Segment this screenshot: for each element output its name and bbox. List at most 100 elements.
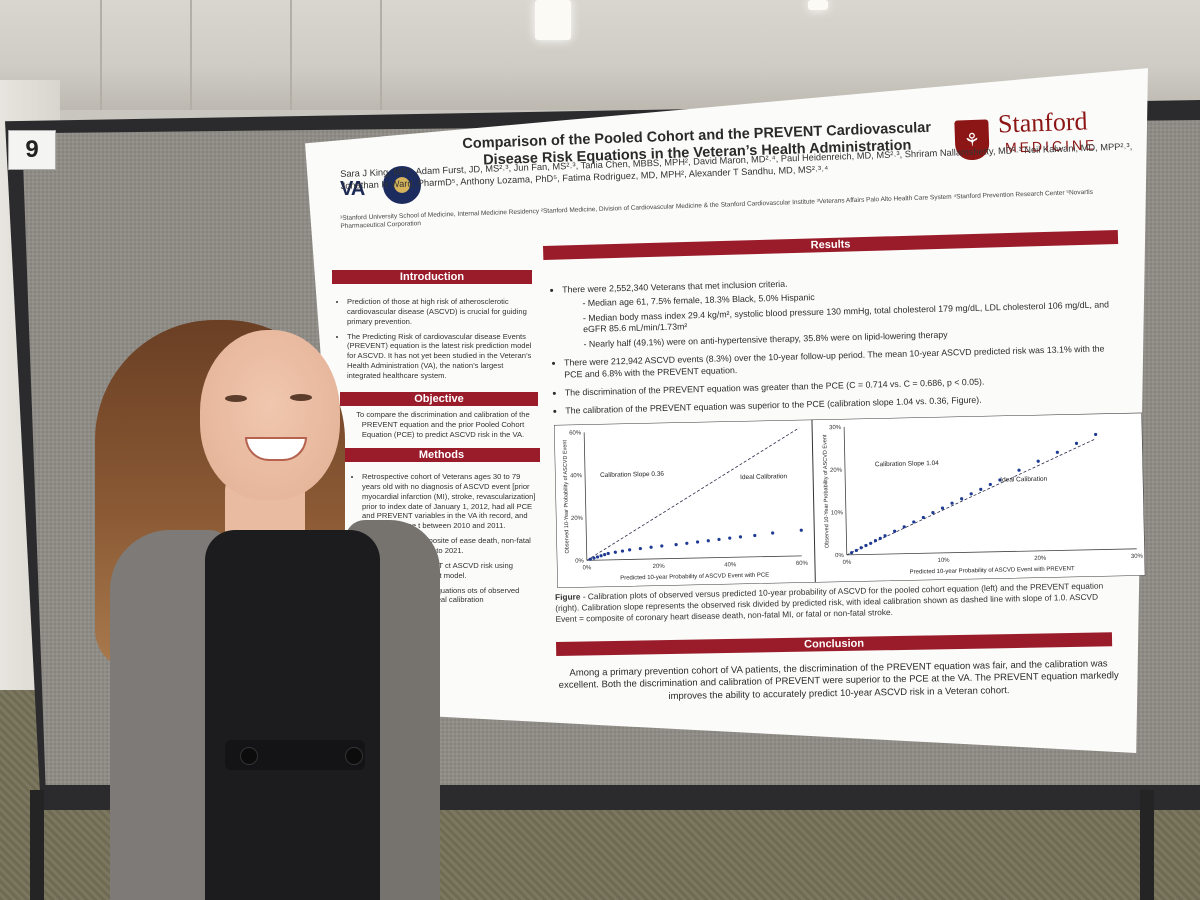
- presenter-eye: [290, 394, 312, 401]
- ceiling-slat: [190, 0, 192, 110]
- chart-annotation: Ideal Calibration: [740, 473, 787, 481]
- calibration-point: [950, 501, 954, 505]
- y-tick-label: 0%: [575, 558, 584, 564]
- x-tick-label: 10%: [938, 558, 951, 564]
- calibration-point: [912, 520, 916, 524]
- x-axis-label: Predicted 10-year Probability of ASCVD E…: [620, 573, 769, 582]
- calibration-point: [869, 541, 873, 545]
- board-leg: [1140, 790, 1154, 900]
- chart-annotation: Calibration Slope 0.36: [600, 471, 664, 479]
- calibration-point: [649, 545, 653, 549]
- calibration-point: [988, 482, 992, 487]
- calibration-point: [1036, 459, 1040, 463]
- y-tick-label: 20%: [830, 468, 843, 474]
- x-axis: [586, 555, 802, 561]
- chart-annotation: Calibration Slope 1.04: [875, 460, 939, 468]
- calibration-plots: 0% 20% 40% 60% 0% 20% 40% 60% Predicted 10-year …: [553, 412, 1146, 589]
- calibration-point: [695, 540, 700, 544]
- calibration-point: [620, 549, 625, 553]
- calibration-point: [878, 536, 882, 541]
- ceiling-slat: [100, 0, 102, 110]
- x-tick-label: 60%: [796, 561, 809, 567]
- calibration-point: [859, 546, 863, 550]
- x-axis: [846, 548, 1137, 556]
- methods-item: Retrospective cohort of Veterans ages 30…: [362, 472, 540, 531]
- calibration-point: [606, 551, 610, 556]
- calibration-point: [854, 548, 858, 553]
- ceiling-light: [808, 0, 828, 10]
- calibration-point: [893, 529, 897, 533]
- board-leg: [30, 790, 44, 900]
- introduction-item: Prediction of those at high risk of athe…: [347, 297, 535, 327]
- y-tick-label: 40%: [570, 473, 583, 479]
- calibration-point: [998, 478, 1002, 482]
- ceiling: [0, 0, 1200, 110]
- ceiling-slat: [290, 0, 292, 110]
- x-tick-label: 20%: [653, 564, 666, 570]
- x-tick-label: 30%: [1131, 554, 1144, 560]
- y-axis-label: Observed 10-Year Probability of ASCVD Ev…: [562, 439, 570, 553]
- panel-divider: [811, 419, 816, 583]
- calibration-point: [940, 506, 945, 510]
- x-tick-label: 0%: [843, 560, 852, 566]
- ideal-calibration-line: [846, 438, 1096, 556]
- calibration-point: [599, 554, 603, 558]
- calibration-point: [931, 510, 935, 515]
- calibration-point: [628, 548, 632, 552]
- figure-border: [553, 412, 1146, 589]
- results-list: There were 2,552,340 Veterans that met i…: [548, 270, 1121, 425]
- ceiling-light: [535, 0, 571, 40]
- introduction-item: The Predicting Risk of cardiovascular di…: [347, 332, 535, 381]
- x-tick-label: 20%: [1034, 556, 1047, 562]
- chart-annotation: Ideal Calibration: [1000, 476, 1047, 484]
- calibration-point: [883, 534, 887, 538]
- y-tick-label: 30%: [829, 425, 842, 431]
- va-logo: VA: [340, 178, 365, 200]
- calibration-point: [1017, 468, 1021, 472]
- calibration-point: [864, 543, 868, 548]
- calibration-point: [588, 557, 593, 561]
- stanford-logo-name: Stanford: [997, 106, 1089, 139]
- calibration-point: [674, 543, 678, 547]
- calibration-point: [706, 539, 710, 543]
- calibration-point: [1094, 432, 1098, 437]
- results-item: There were 2,552,340 Veterans that met i…: [562, 270, 1120, 351]
- presenter-dress: [205, 530, 380, 900]
- calibration-point: [771, 531, 775, 535]
- y-axis: [843, 426, 848, 555]
- y-tick-label: 20%: [571, 516, 584, 522]
- y-tick-label: 60%: [569, 430, 582, 436]
- calibration-point: [873, 539, 878, 543]
- calibration-point: [660, 544, 664, 548]
- calibration-point: [603, 553, 607, 557]
- calibration-point: [685, 541, 689, 545]
- calibration-point: [979, 487, 983, 491]
- belt-button: [240, 747, 258, 765]
- calibration-point: [638, 546, 642, 551]
- x-tick-label: 0%: [583, 565, 592, 571]
- calibration-point: [921, 515, 925, 520]
- va-seal-icon: [383, 166, 421, 204]
- calibration-point: [613, 550, 617, 554]
- calibration-point: [1055, 450, 1059, 454]
- calibration-point: [1074, 441, 1079, 445]
- y-axis: [583, 432, 588, 561]
- section-methods-header: Methods: [343, 448, 540, 462]
- presenter-eye: [225, 395, 247, 402]
- y-tick-label: 0%: [835, 553, 844, 559]
- section-objective-header: Objective: [340, 392, 538, 406]
- y-axis-label: Observed 10-Year Probability of ASCVD Ev…: [822, 434, 830, 548]
- calibration-point: [799, 528, 803, 532]
- ideal-calibration-line: [586, 427, 800, 561]
- figure-caption-label: Figure: [555, 591, 581, 602]
- calibration-point: [728, 536, 732, 540]
- presenter-face: [200, 330, 340, 500]
- introduction-list: Prediction of those at high risk of athe…: [335, 297, 535, 386]
- calibration-point: [753, 533, 757, 538]
- calibration-point: [960, 497, 964, 501]
- calibration-point: [592, 556, 596, 560]
- section-introduction-header: Introduction: [332, 270, 532, 284]
- calibration-point: [902, 525, 906, 529]
- x-tick-label: 40%: [724, 562, 737, 568]
- calibration-point: [717, 537, 721, 542]
